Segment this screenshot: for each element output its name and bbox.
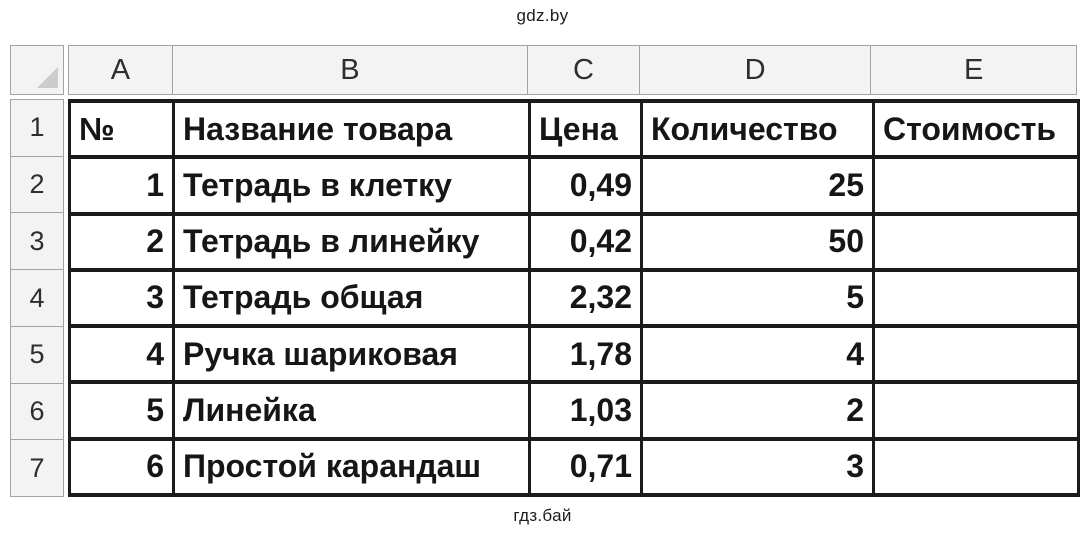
cell-C7[interactable]: 0,71 xyxy=(528,436,643,498)
column-header-E[interactable]: E xyxy=(964,53,984,86)
cell-B7[interactable]: Простой карандаш xyxy=(172,436,531,498)
cell-D2[interactable]: 25 xyxy=(640,155,875,216)
cell-B5[interactable]: Ручка шариковая xyxy=(172,324,531,385)
cell-E2[interactable] xyxy=(872,155,1080,216)
cell-B6[interactable]: Линейка xyxy=(172,380,531,441)
cell-A2[interactable]: 1 xyxy=(68,155,175,216)
cell-B1[interactable]: Название товара xyxy=(172,98,531,160)
cell-A1[interactable]: № xyxy=(68,98,175,160)
cell-C1[interactable]: Цена xyxy=(528,98,643,160)
table-row: 3 Тетрадь общая 2,32 5 xyxy=(68,267,1080,329)
table-row: № Название товара Цена Количество Стоимость xyxy=(68,98,1080,160)
watermark-bottom: гдз.бай xyxy=(513,506,572,525)
cell-E5[interactable] xyxy=(872,324,1080,385)
cell-A7[interactable]: 6 xyxy=(68,436,175,498)
row-header-4[interactable]: 4 xyxy=(11,270,63,327)
column-header-A[interactable]: A xyxy=(69,46,173,94)
cell-D4[interactable]: 5 xyxy=(640,267,875,329)
cell-C4[interactable]: 2,32 xyxy=(528,267,643,329)
grid-body: № Название товара Цена Количество Стоимость 1… xyxy=(68,98,1080,498)
cell-B2[interactable]: Тетрадь в клетку xyxy=(172,155,531,216)
cell-E3[interactable] xyxy=(872,211,1080,272)
row-header-1[interactable]: 1 xyxy=(11,100,63,157)
cell-A4[interactable]: 3 xyxy=(68,267,175,329)
cell-D1[interactable]: Количество xyxy=(640,98,875,160)
cell-E4[interactable] xyxy=(872,267,1080,329)
cell-B3[interactable]: Тетрадь в линейку xyxy=(172,211,531,272)
table-row: 5 Линейка 1,03 2 xyxy=(68,380,1080,441)
column-header-D[interactable]: D xyxy=(640,46,872,94)
data-grid: № Название товара Цена Количество Стоимость 1… xyxy=(68,98,1080,498)
column-header-B[interactable]: B xyxy=(173,46,529,94)
select-all-icon xyxy=(37,67,58,88)
cell-A6[interactable]: 5 xyxy=(68,380,175,441)
cell-D7[interactable]: 3 xyxy=(640,436,875,498)
table-row: 1 Тетрадь в клетку 0,49 25 xyxy=(68,155,1080,216)
cell-A3[interactable]: 2 xyxy=(68,211,175,272)
watermark-top: gdz.by xyxy=(516,6,569,25)
cell-E7[interactable] xyxy=(872,436,1080,498)
table-row: 4 Ручка шариковая 1,78 4 xyxy=(68,324,1080,385)
cell-E6[interactable] xyxy=(872,380,1080,441)
table-row: 6 Простой карандаш 0,71 3 xyxy=(68,436,1080,498)
cell-D6[interactable]: 2 xyxy=(640,380,875,441)
column-header-C[interactable]: C xyxy=(528,46,640,94)
cell-D3[interactable]: 50 xyxy=(640,211,875,272)
cell-C3[interactable]: 0,42 xyxy=(528,211,643,272)
select-all-corner[interactable] xyxy=(10,45,64,95)
table-row: 2 Тетрадь в линейку 0,42 50 xyxy=(68,211,1080,272)
row-header-5[interactable]: 5 xyxy=(11,327,63,384)
cell-B4[interactable]: Тетрадь общая xyxy=(172,267,531,329)
cell-C6[interactable]: 1,03 xyxy=(528,380,643,441)
cell-C5[interactable]: 1,78 xyxy=(528,324,643,385)
cell-C2[interactable]: 0,49 xyxy=(528,155,643,216)
row-header-2[interactable]: 2 xyxy=(11,157,63,214)
cell-A5[interactable]: 4 xyxy=(68,324,175,385)
row-header-7[interactable]: 7 xyxy=(29,452,45,483)
row-header-3[interactable]: 3 xyxy=(11,213,63,271)
row-header-6[interactable]: 6 xyxy=(11,384,63,441)
cell-E1[interactable]: Стоимость xyxy=(872,98,1080,160)
cell-D5[interactable]: 4 xyxy=(640,324,875,385)
